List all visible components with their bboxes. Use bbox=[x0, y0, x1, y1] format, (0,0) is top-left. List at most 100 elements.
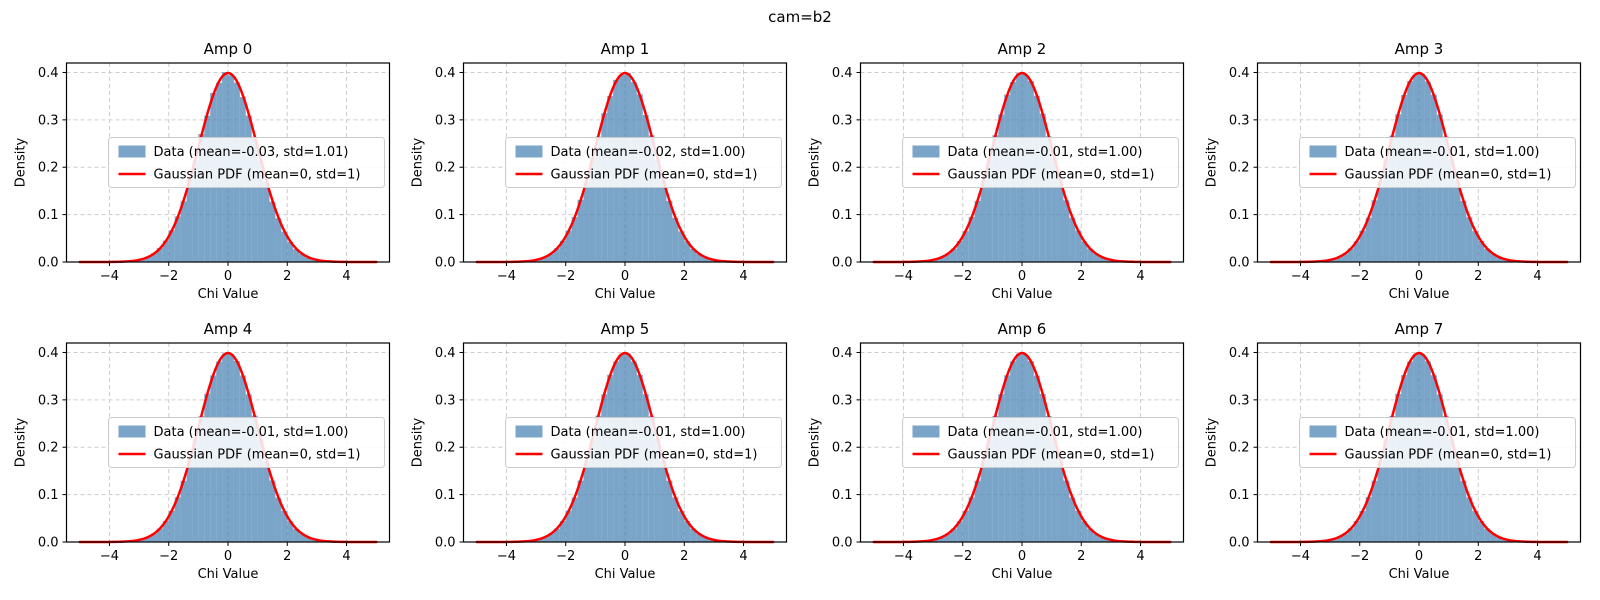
histogram-bar bbox=[192, 160, 199, 262]
x-tick-label: 0 bbox=[1415, 269, 1423, 284]
x-tick-label: −4 bbox=[100, 269, 119, 284]
histogram-bar bbox=[1099, 537, 1105, 542]
x-tick-label: 2 bbox=[1077, 549, 1085, 564]
y-tick-label: 0.0 bbox=[1229, 536, 1250, 551]
gaussian-curve bbox=[78, 351, 378, 544]
histogram-bar bbox=[956, 521, 963, 542]
histogram-bar bbox=[156, 528, 163, 542]
y-tick-label: 0.0 bbox=[832, 256, 853, 271]
y-tick-label: 0.4 bbox=[435, 346, 456, 361]
x-tick-label: 4 bbox=[739, 549, 747, 564]
x-tick-label: 2 bbox=[1474, 269, 1482, 284]
histogram-bar bbox=[156, 247, 163, 262]
histogram-bar bbox=[1081, 241, 1088, 262]
tick-marks bbox=[1253, 351, 1539, 546]
x-tick-label: 2 bbox=[283, 269, 291, 284]
histogram-bar bbox=[660, 460, 667, 542]
y-tick-label: 0.2 bbox=[832, 441, 853, 456]
histogram-bar bbox=[168, 230, 175, 262]
histogram-bar bbox=[939, 537, 945, 542]
histogram-bar bbox=[1383, 158, 1390, 262]
histogram-bar bbox=[944, 253, 951, 262]
x-tick-label: 2 bbox=[1077, 269, 1085, 284]
x-tick-label: 4 bbox=[739, 269, 747, 284]
histogram-bar bbox=[571, 217, 578, 262]
legend-data-swatch bbox=[1309, 145, 1337, 158]
histogram-bar bbox=[707, 259, 714, 262]
histogram-bar bbox=[174, 497, 181, 542]
y-tick-label: 0.0 bbox=[38, 536, 59, 551]
y-axis-label: Density bbox=[1205, 417, 1220, 467]
gaussian-curve bbox=[1269, 71, 1569, 264]
legend-box bbox=[108, 417, 385, 468]
legend-gaussian-label: Gaussian PDF (mean=0, std=1) bbox=[1345, 448, 1552, 463]
histogram-bar bbox=[998, 114, 1005, 263]
histogram-bar bbox=[168, 510, 175, 542]
histogram-bar bbox=[251, 415, 258, 542]
x-tick-label: 2 bbox=[283, 549, 291, 564]
legend: Data (mean=-0.01, std=1.00) Gaussian PDF … bbox=[1299, 137, 1576, 188]
legend: Data (mean=-0.03, std=1.01) Gaussian PDF … bbox=[108, 137, 385, 188]
tick-marks bbox=[1253, 71, 1539, 266]
legend-data-label: Data (mean=-0.01, std=1.00) bbox=[1345, 145, 1540, 160]
histogram-bar bbox=[1478, 240, 1485, 262]
histogram-bar bbox=[1454, 460, 1461, 542]
histogram-bar bbox=[1099, 257, 1105, 262]
histogram-bar bbox=[263, 181, 270, 262]
tick-marks bbox=[856, 71, 1142, 266]
y-tick-label: 0.3 bbox=[832, 113, 853, 128]
histogram-bar bbox=[1436, 114, 1443, 262]
y-tick-label: 0.0 bbox=[1229, 256, 1250, 271]
histogram-bar bbox=[678, 511, 685, 542]
histogram-bar bbox=[186, 178, 193, 262]
subplot-title: Amp 7 bbox=[1395, 320, 1444, 338]
histogram-bar bbox=[251, 137, 258, 262]
histogram-bar bbox=[1448, 438, 1455, 542]
gaussian-curve bbox=[475, 71, 775, 264]
y-tick-label: 0.4 bbox=[1229, 346, 1250, 361]
x-tick-label: −4 bbox=[1291, 549, 1310, 564]
histogram-bar bbox=[595, 415, 602, 542]
x-axis-label: Chi Value bbox=[198, 567, 259, 582]
histogram-bar bbox=[1051, 438, 1058, 542]
y-tick-label: 0.2 bbox=[1229, 161, 1250, 176]
histogram-bar bbox=[1051, 158, 1058, 262]
x-axis-label: Chi Value bbox=[198, 287, 259, 302]
y-tick-label: 0.1 bbox=[435, 488, 456, 503]
legend-data-label: Data (mean=-0.01, std=1.00) bbox=[154, 425, 349, 440]
x-tick-label: 2 bbox=[680, 269, 688, 284]
x-tick-label: −2 bbox=[953, 549, 972, 564]
histogram-bar bbox=[145, 537, 151, 542]
legend-gaussian-label: Gaussian PDF (mean=0, std=1) bbox=[1345, 168, 1552, 183]
histogram-bar bbox=[1347, 248, 1354, 262]
y-tick-label: 0.3 bbox=[1229, 113, 1250, 128]
histogram-bar bbox=[180, 480, 187, 542]
histogram-bar bbox=[198, 416, 205, 542]
histogram-bar bbox=[944, 533, 951, 542]
x-tick-label: 0 bbox=[621, 549, 629, 564]
subplot-amp-4: −4 −2 0 2 4 0.0 0.1 0.2 0.3 0.4 Chi Value Density Am… bbox=[14, 320, 391, 582]
legend: Data (mean=-0.02, std=1.00) Gaussian PDF … bbox=[505, 137, 782, 188]
histogram-bar bbox=[1490, 533, 1497, 542]
histogram-bar bbox=[281, 510, 288, 542]
x-tick-label: 2 bbox=[680, 549, 688, 564]
y-tick-label: 0.2 bbox=[435, 161, 456, 176]
histogram-bar bbox=[962, 510, 969, 542]
histogram-bar bbox=[1389, 416, 1396, 542]
histogram-bar bbox=[1359, 230, 1366, 262]
histogram-bar bbox=[275, 218, 282, 262]
histogram-bar bbox=[678, 231, 685, 262]
x-axis-label: Chi Value bbox=[595, 567, 656, 582]
legend: Data (mean=-0.01, std=1.00) Gaussian PDF … bbox=[902, 137, 1179, 188]
legend-data-swatch bbox=[912, 145, 940, 158]
figure-title: cam=b2 bbox=[768, 8, 832, 26]
histogram-bar bbox=[1341, 253, 1348, 262]
x-tick-label: −2 bbox=[159, 269, 178, 284]
legend-data-label: Data (mean=-0.01, std=1.00) bbox=[948, 425, 1143, 440]
y-tick-label: 0.3 bbox=[38, 393, 59, 408]
y-tick-label: 0.1 bbox=[38, 488, 59, 503]
histogram-bar bbox=[287, 521, 294, 542]
tick-marks bbox=[62, 71, 348, 266]
histogram-bar bbox=[1087, 528, 1094, 542]
histogram-bar bbox=[654, 438, 661, 542]
